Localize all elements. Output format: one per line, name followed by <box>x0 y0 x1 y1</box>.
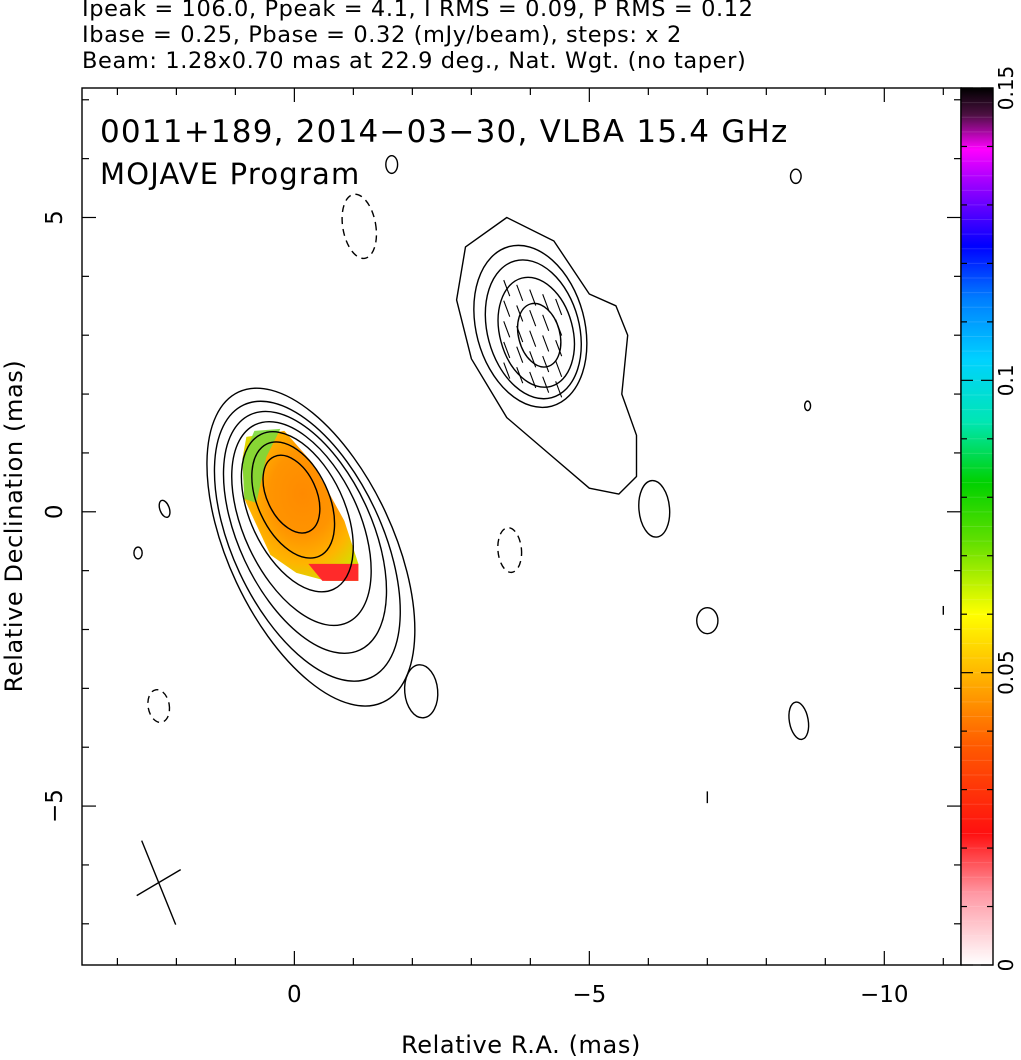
noise-contour <box>147 688 171 724</box>
evpa-tick <box>516 346 524 363</box>
evpa-tick <box>503 321 511 338</box>
core-contour <box>222 410 388 655</box>
noise-contour <box>341 193 378 260</box>
colorbar-tick-label: 0 <box>994 959 1018 972</box>
colorbar-tick-label: 0.15 <box>994 66 1018 111</box>
evpa-tick <box>503 279 511 297</box>
core-contour <box>231 420 372 627</box>
evpa-tick <box>555 360 563 377</box>
noise-contour <box>788 701 810 741</box>
core-contour <box>240 431 354 593</box>
beam-minor-axis <box>136 868 182 897</box>
evpa-tick <box>529 330 537 347</box>
evpa-tick <box>503 300 511 317</box>
evpa-tick <box>555 298 563 316</box>
x-tick-label: −10 <box>860 982 909 1008</box>
evpa-tick <box>516 367 524 384</box>
noise-contour <box>497 526 523 574</box>
evpa-tick <box>516 284 524 302</box>
colorbar-tick-label: 0.1 <box>994 364 1018 396</box>
evpa-tick <box>555 339 563 357</box>
knot-contour <box>473 244 588 409</box>
evpa-tick <box>503 362 511 379</box>
header-line-3: Beam: 1.28x0.70 mas at 22.9 deg., Nat. W… <box>82 48 747 74</box>
core-contour <box>251 441 336 559</box>
y-tick-label: −5 <box>42 789 68 823</box>
knot-outer-contour <box>455 216 638 495</box>
evpa-tick <box>529 371 537 389</box>
evpa-tick <box>542 335 550 352</box>
noise-contour <box>158 499 171 519</box>
y-axis-label: Relative Declination (mas) <box>0 360 28 693</box>
evpa-tick <box>542 355 550 373</box>
core-contour <box>206 387 416 707</box>
polarization-red-edge <box>308 563 359 581</box>
y-tick-label: 5 <box>42 210 68 225</box>
x-tick-label: −5 <box>572 982 606 1008</box>
noise-contour <box>803 400 812 412</box>
plot-frame <box>81 87 962 966</box>
colorbar-tick-label: 0.05 <box>994 650 1018 695</box>
evpa-tick <box>516 305 524 322</box>
core-contour <box>213 400 401 682</box>
evpa-tick <box>529 309 537 327</box>
knot-contour <box>516 302 562 368</box>
y-tick-label: 0 <box>42 504 68 519</box>
header-line-1: Ipeak = 106.0, Ppeak = 4.1, I RMS = 0.09… <box>82 0 754 22</box>
header-line-2: Ibase = 0.25, Pbase = 0.32 (mJy/beam), s… <box>82 22 682 48</box>
source-label: 0011+189, 2014−03−30, VLBA 15.4 GHz <box>100 114 788 150</box>
knot-contour <box>497 276 576 388</box>
x-tick-label: 0 <box>287 982 302 1008</box>
noise-contour <box>638 479 671 538</box>
colorbar-gradient <box>961 88 993 965</box>
evpa-tick <box>516 325 524 343</box>
evpa-tick <box>503 341 511 359</box>
polarization-intensity-patch <box>242 430 359 581</box>
noise-contour <box>696 606 719 635</box>
colorbar-frame <box>960 87 994 966</box>
knot-contour <box>484 259 582 400</box>
evpa-tick <box>529 289 537 306</box>
x-axis-label: Relative R.A. (mas) <box>401 1031 641 1059</box>
noise-contour <box>133 546 143 560</box>
evpa-tick <box>542 314 550 332</box>
program-label: MOJAVE Program <box>100 157 360 191</box>
evpa-tick <box>555 319 563 336</box>
evpa-tick <box>542 294 550 311</box>
evpa-tick <box>542 376 550 393</box>
evpa-tick <box>555 381 563 398</box>
core-contour <box>262 454 321 534</box>
noise-contour <box>789 168 802 185</box>
noise-contour <box>385 154 399 175</box>
noise-contour <box>403 664 439 719</box>
evpa-tick <box>529 351 537 368</box>
